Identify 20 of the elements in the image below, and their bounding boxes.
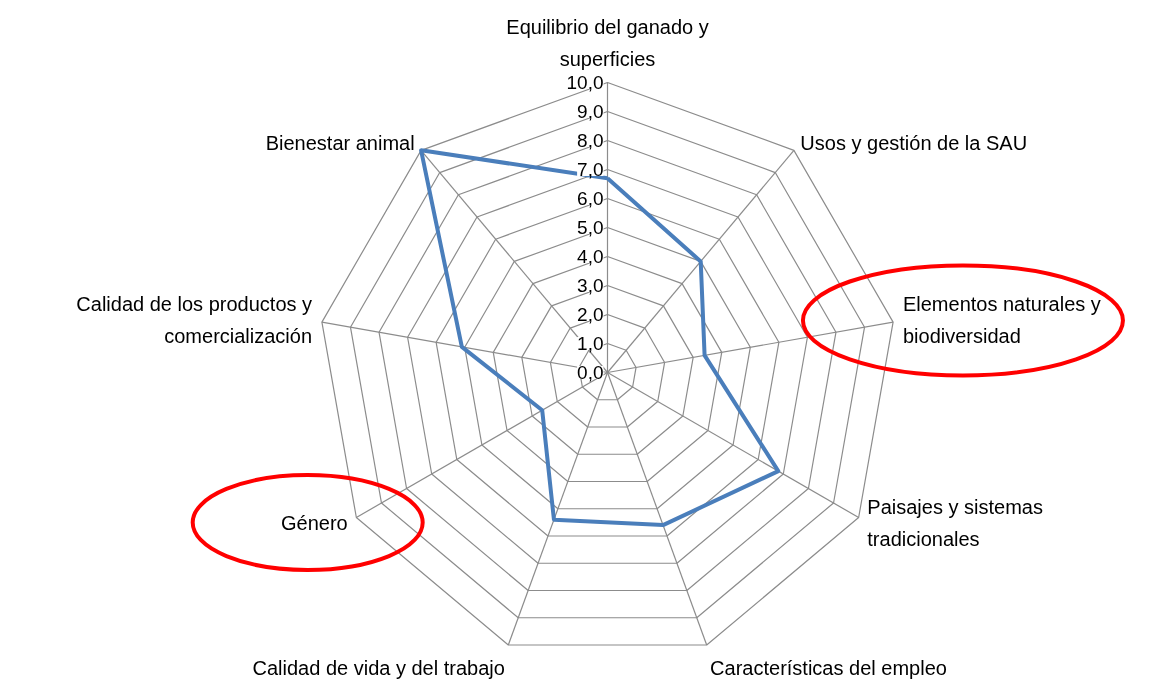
- y-tick-label: 9,0: [577, 101, 604, 122]
- spoke-label: Características del empleo: [710, 657, 947, 680]
- spoke-label: Usos y gestión de la SAU: [800, 131, 1028, 154]
- spoke-label: Calidad de los productos y comercialización: [76, 293, 313, 348]
- spoke-label: Género: [280, 511, 348, 534]
- y-tick-label: 4,0: [577, 246, 604, 267]
- y-tick-label: 6,0: [577, 188, 604, 209]
- spoke-label: Elementos naturales y biodiversidad: [902, 293, 1101, 348]
- y-tick-label: 2,0: [577, 304, 604, 325]
- spoke-label: Equilibrio del ganado y superficies: [506, 15, 709, 70]
- y-tick-label: 1,0: [577, 333, 604, 354]
- y-tick-label: 7,0: [577, 159, 604, 180]
- y-tick-label: 8,0: [577, 130, 604, 151]
- spoke-label: Calidad de vida y del trabajo: [252, 657, 505, 680]
- spoke-label: Bienestar animal: [265, 131, 415, 154]
- y-tick-label: 10,0: [566, 72, 604, 93]
- y-tick-label: 0,0: [577, 362, 604, 383]
- y-tick-label: 5,0: [577, 217, 604, 238]
- spoke-label: Paisajes y sistemas tradicionales: [867, 495, 1043, 550]
- y-tick-label: 3,0: [577, 275, 604, 296]
